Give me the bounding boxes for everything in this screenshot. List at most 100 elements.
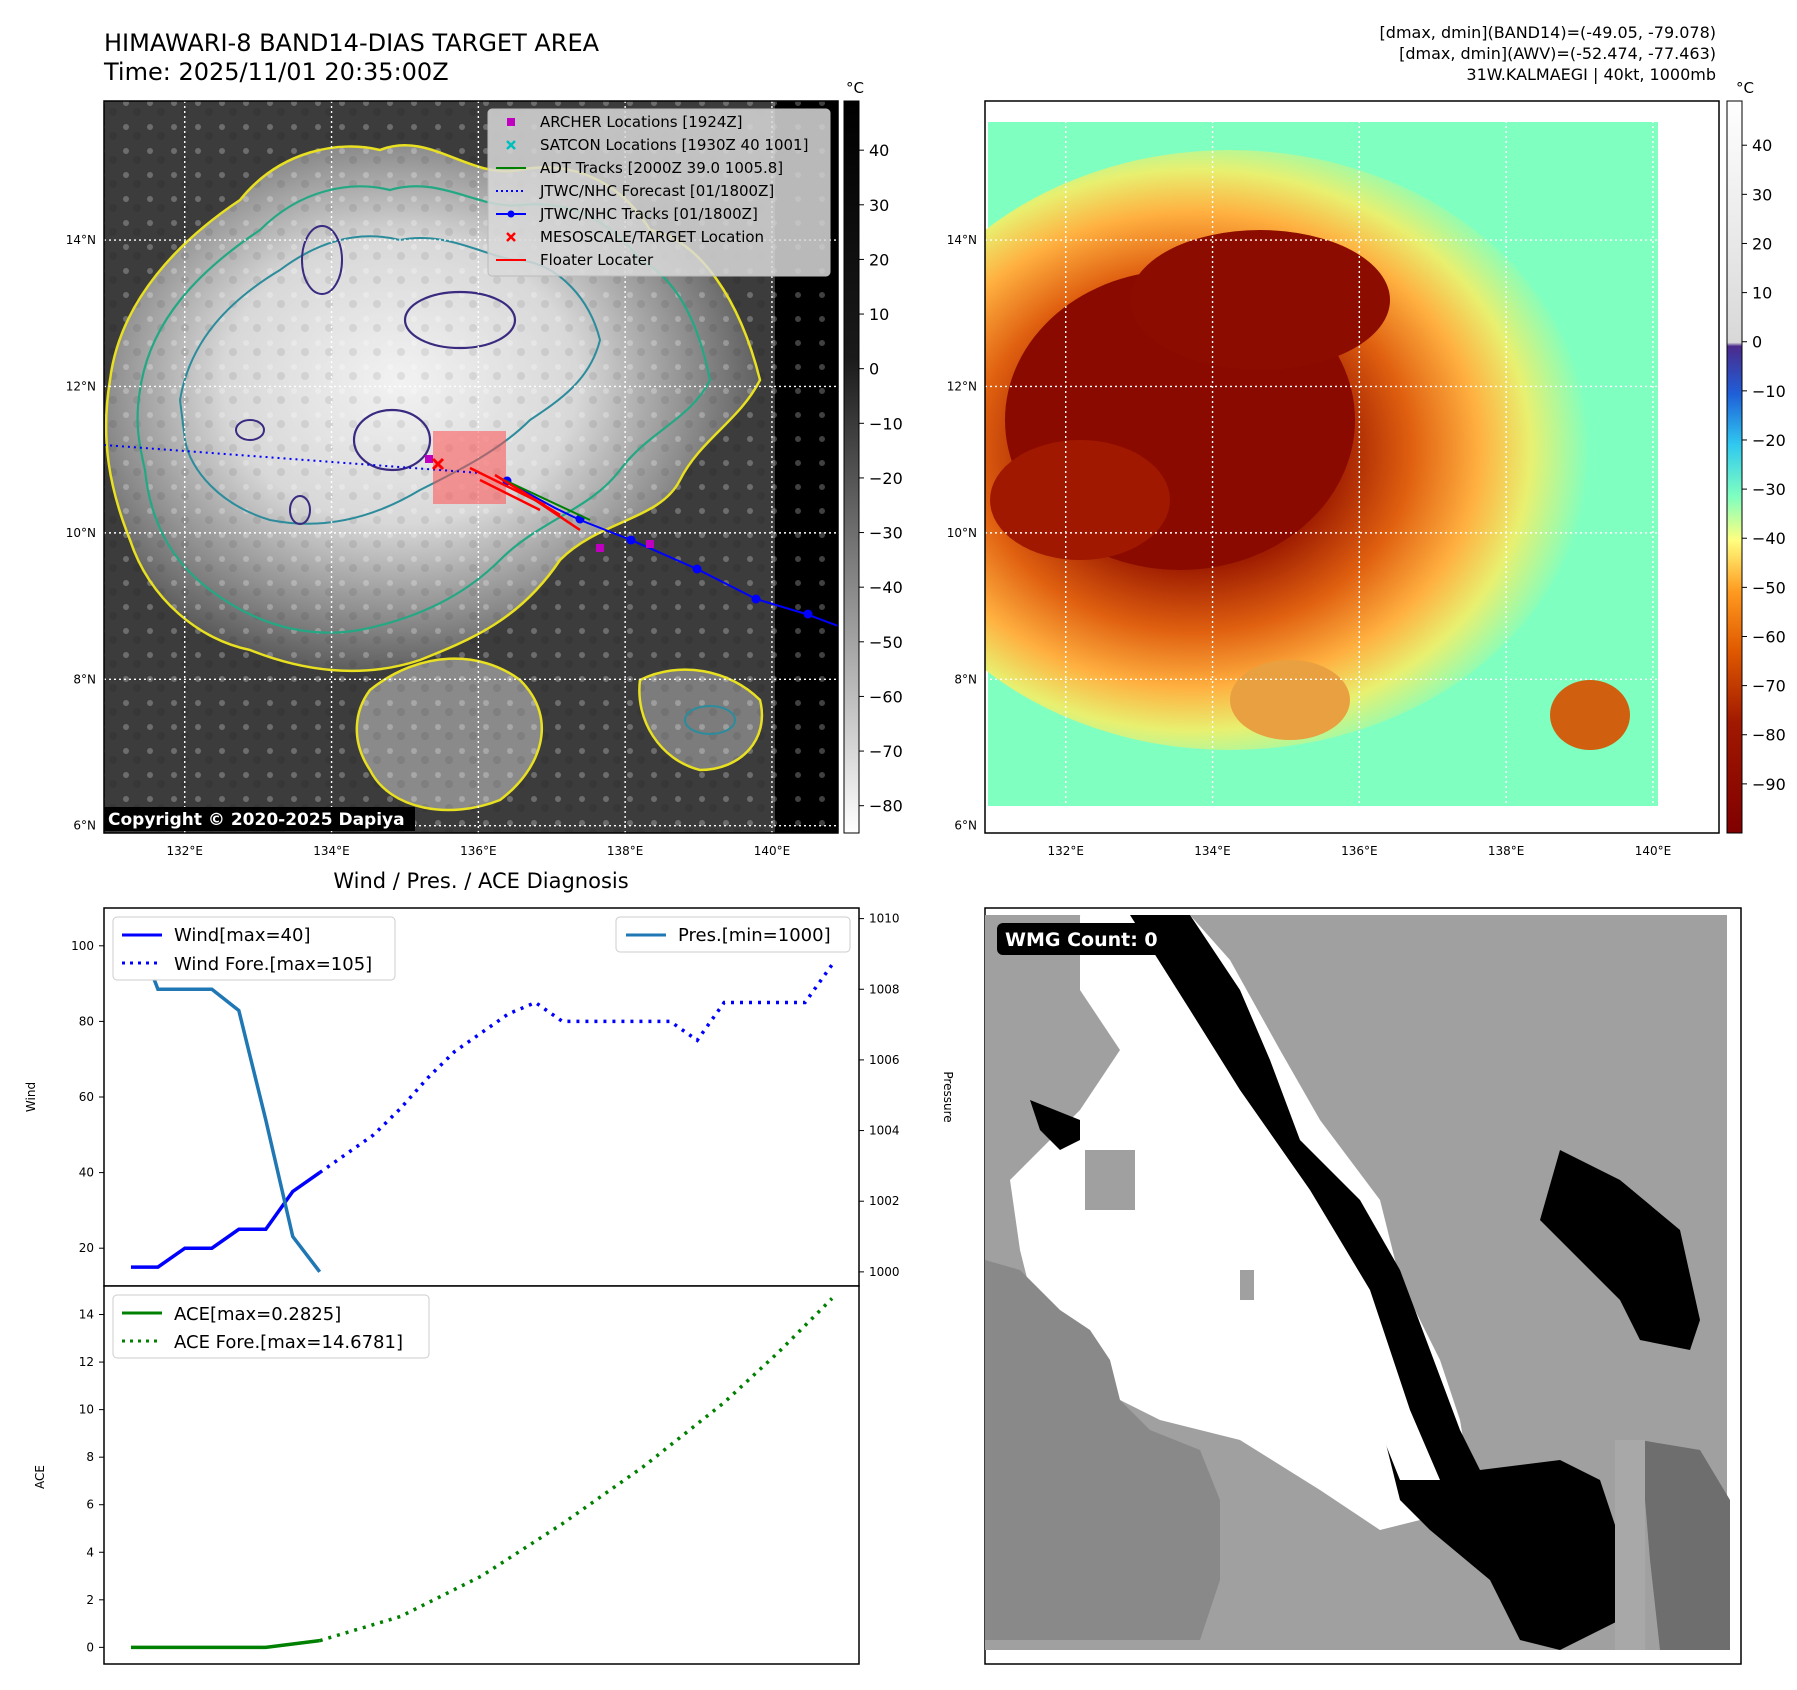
wind-tick-label: 100 xyxy=(71,939,94,953)
colorbar-tick-label: 30 xyxy=(1752,185,1772,204)
wmg-white-region xyxy=(1010,915,1470,1530)
wmg-black-east xyxy=(1540,1150,1700,1350)
contour-green xyxy=(136,185,712,634)
wmg-dark-gray-west xyxy=(985,1260,1220,1640)
ace-tick-label: 0 xyxy=(86,1640,94,1654)
colorbar-tick-label: −50 xyxy=(1752,578,1786,597)
series-wind-fore- xyxy=(318,963,834,1175)
legend-symbol-square xyxy=(507,118,515,126)
pressure-tick-label: 1004 xyxy=(869,1124,900,1138)
contour-purple-1 xyxy=(352,408,432,472)
legend-item-label: JTWC/NHC Forecast [01/1800Z] xyxy=(539,182,774,200)
copyright-box xyxy=(104,807,415,831)
legend-ace-fore: ACE Fore.[max=14.6781] xyxy=(174,1332,403,1353)
colorbar-tick-label: 40 xyxy=(869,141,889,160)
title-line1: HIMAWARI-8 BAND14-DIAS TARGET AREA xyxy=(104,29,600,57)
lat-tick-label: 8°N xyxy=(954,672,977,686)
lat-tick-label: 10°N xyxy=(66,526,96,540)
contour-purple-2 xyxy=(403,290,517,350)
colorbar-tick-label: −20 xyxy=(1752,431,1786,450)
ace-tick-label: 10 xyxy=(79,1403,94,1417)
target-area-box xyxy=(433,431,506,504)
colorbar-tick-label: −10 xyxy=(869,414,903,433)
colorbar-tick-label: −40 xyxy=(1752,529,1786,548)
target-marker xyxy=(431,457,445,471)
pressure-tick-label: 1000 xyxy=(869,1265,900,1279)
pressure-tick-label: 1006 xyxy=(869,1053,900,1067)
legend-item-label: JTWC/NHC Tracks [01/1800Z] xyxy=(539,205,758,223)
lon-tick-label: 138°E xyxy=(1488,844,1525,858)
wind-pressure-chart: 20 40 60 80 100 1000 1002 1004 1006 1008 1010 Wind… xyxy=(24,907,955,1287)
wmg-dark-gray-east xyxy=(1640,1440,1730,1650)
legend-item-label: MESOSCALE/TARGET Location xyxy=(540,228,764,246)
colorbar-tick-label: −60 xyxy=(869,687,903,706)
lat-tick-label: 6°N xyxy=(73,819,96,833)
pressure-tick-label: 1008 xyxy=(869,982,900,996)
colorbar-tick-label: −90 xyxy=(1752,775,1786,794)
wind-tick-label: 60 xyxy=(79,1090,94,1104)
map-legend: ARCHER Locations [1924Z] SATCON Locations… xyxy=(487,108,831,277)
ace-tick-label: 12 xyxy=(79,1355,94,1369)
lon-tick-label: 136°E xyxy=(1341,844,1378,858)
lat-tick-label: 12°N xyxy=(947,379,977,393)
lat-tick-label: 14°N xyxy=(947,233,977,247)
stats-line1: [dmax, dmin](BAND14)=(-49.05, -79.078) xyxy=(1380,23,1716,42)
colorbar-tick-label: −30 xyxy=(869,524,903,543)
lat-tick-label: 12°N xyxy=(66,379,96,393)
colorbar-tick-label: −40 xyxy=(869,578,903,597)
color-colorbar-unit: °C xyxy=(1736,79,1754,97)
ace-tick-label: 6 xyxy=(86,1498,94,1512)
lon-tick-label: 132°E xyxy=(1047,844,1084,858)
lon-tick-label: 132°E xyxy=(166,844,203,858)
title-line2: Time: 2025/11/01 20:35:00Z xyxy=(103,58,449,86)
ir-color-map xyxy=(985,101,1719,833)
diagnosis-title: Wind / Pres. / ACE Diagnosis xyxy=(333,869,628,893)
color-colorbar: °C 40 30 20 10 0 −10 −20 −30 −40 −50 −60 −70 −80 −90 xyxy=(1726,79,1786,834)
colorbar-tick-label: −80 xyxy=(1752,726,1786,745)
legend-wind: Wind[max=40] xyxy=(174,925,311,946)
legend-pres: Pres.[min=1000] xyxy=(678,925,831,946)
legend-item-label: ADT Tracks [2000Z 39.0 1005.8] xyxy=(540,159,783,177)
jtwc-track-line xyxy=(499,477,838,627)
colorbar-tick-label: 30 xyxy=(869,196,889,215)
colorbar-tick-label: 10 xyxy=(1752,284,1772,303)
colorbar-tick-label: 40 xyxy=(1752,136,1772,155)
stats-line3: 31W.KALMAEGI | 40kt, 1000mb xyxy=(1466,65,1716,84)
adt-track-line xyxy=(499,477,591,521)
series-ace xyxy=(130,1638,320,1650)
ace-tick-label: 8 xyxy=(86,1450,94,1464)
pressure-tick-label: 1002 xyxy=(869,1194,900,1208)
wind-tick-label: 40 xyxy=(79,1166,94,1180)
wind-legend: Wind[max=40] Wind Fore.[max=105] xyxy=(112,916,396,981)
lat-tick-label: 10°N xyxy=(947,526,977,540)
ace-chart: 0 2 4 6 8 10 12 14 ACE ACE[max=0.2825] ACE Fore… xyxy=(33,1285,860,1665)
colorbar-tick-label: −60 xyxy=(1752,627,1786,646)
legend-symbol-dot xyxy=(507,210,515,218)
colorbar-tick-label: 0 xyxy=(869,360,879,379)
gray-colorbar: °C 40 30 20 10 0 −10 −20 −30 −40 −50 −60 −70 −80 xyxy=(843,79,903,834)
wmg-count-label: WMG Count: 0 xyxy=(1005,929,1158,951)
legend-symbol-x xyxy=(506,232,516,242)
copyright-text: Copyright © 2020-2025 Dapiya xyxy=(108,810,405,830)
lon-tick-label: 140°E xyxy=(1635,844,1672,858)
contour-yellow xyxy=(104,144,762,673)
wind-axis-label: Wind xyxy=(24,1082,38,1112)
pressure-tick-label: 1010 xyxy=(869,912,900,926)
lat-tick-label: 14°N xyxy=(66,233,96,247)
colormap-gridlines xyxy=(985,101,1719,833)
ace-tick-label: 4 xyxy=(86,1545,94,1559)
series-wind xyxy=(130,1171,321,1269)
lat-tick-label: 6°N xyxy=(954,819,977,833)
track-overlays xyxy=(104,431,838,627)
colorbar-tick-label: 20 xyxy=(869,250,889,269)
colorbar-tick-label: −10 xyxy=(1752,382,1786,401)
legend-item-label: Floater Locater xyxy=(540,251,654,269)
floater-locater xyxy=(469,466,581,532)
colorbar-tick-label: −20 xyxy=(869,469,903,488)
ace-tick-label: 2 xyxy=(86,1593,94,1607)
stats-line2: [dmax, dmin](AWV)=(-52.474, -77.463) xyxy=(1399,44,1716,63)
legend-item-label: ARCHER Locations [1924Z] xyxy=(540,113,743,131)
wmg-count-badge xyxy=(997,923,1177,955)
colorbar-tick-label: −80 xyxy=(869,797,903,816)
